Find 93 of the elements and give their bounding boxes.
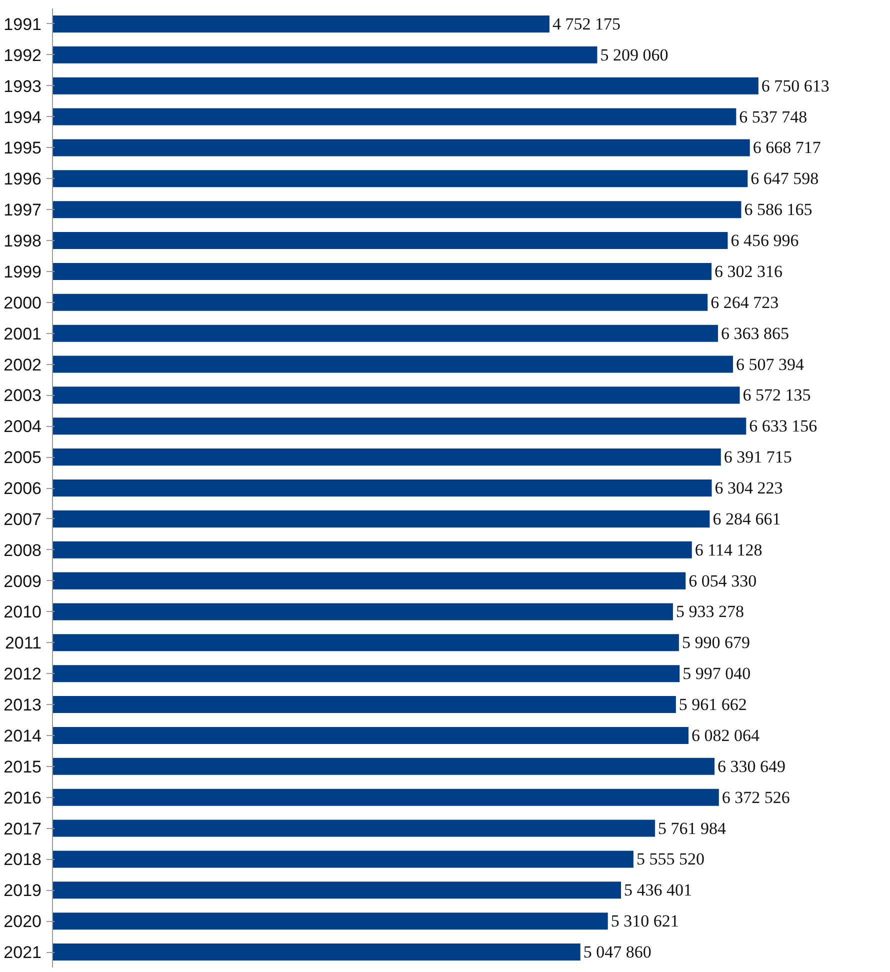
y-tick-label: 2007 bbox=[4, 510, 42, 529]
data-label: 6 330 649 bbox=[718, 756, 786, 776]
y-tick-label: 1998 bbox=[4, 232, 42, 251]
y-tick-label: 2017 bbox=[4, 819, 42, 838]
bar bbox=[52, 634, 679, 652]
bar bbox=[52, 15, 550, 32]
data-label: 6 633 156 bbox=[749, 416, 818, 436]
bar bbox=[52, 820, 656, 837]
bar bbox=[52, 77, 758, 94]
y-tick-label: 1992 bbox=[4, 46, 42, 65]
data-label: 5 047 860 bbox=[583, 942, 652, 962]
bar bbox=[52, 726, 689, 744]
bar bbox=[52, 324, 718, 342]
data-label: 6 302 316 bbox=[714, 262, 783, 281]
bar bbox=[52, 46, 598, 64]
y-tick-label: 2016 bbox=[4, 788, 42, 808]
data-label: 5 990 679 bbox=[682, 633, 750, 652]
data-label: 5 209 060 bbox=[600, 45, 668, 64]
y-tick-label: 2001 bbox=[4, 324, 42, 344]
bar bbox=[52, 696, 676, 714]
y-tick-label: 1997 bbox=[4, 200, 42, 220]
y-tick-label: 2004 bbox=[4, 417, 42, 436]
y-tick-label: 2021 bbox=[4, 943, 42, 962]
data-label: 6 750 613 bbox=[761, 76, 830, 96]
data-label: 5 761 984 bbox=[658, 818, 727, 838]
data-label: 6 284 661 bbox=[712, 509, 781, 528]
bar bbox=[52, 262, 712, 280]
bar bbox=[52, 139, 750, 156]
bar bbox=[52, 448, 721, 466]
data-label: 6 082 064 bbox=[692, 726, 760, 745]
y-tick-label: 2019 bbox=[4, 881, 42, 900]
bar bbox=[52, 788, 719, 806]
y-tick-label: 1995 bbox=[4, 138, 42, 158]
data-label: 6 372 526 bbox=[722, 788, 790, 807]
bar bbox=[52, 603, 673, 620]
y-tick-label: 2014 bbox=[4, 726, 42, 746]
y-tick-label: 2010 bbox=[4, 602, 42, 622]
data-label: 4 752 175 bbox=[552, 14, 620, 34]
data-label: 5 310 621 bbox=[610, 912, 679, 931]
bar bbox=[52, 572, 686, 590]
data-label: 6 054 330 bbox=[688, 571, 757, 590]
y-tick-label: 1991 bbox=[4, 14, 42, 34]
y-tick-label: 2006 bbox=[4, 479, 42, 498]
bar bbox=[52, 108, 736, 126]
bar bbox=[52, 356, 733, 373]
bar bbox=[52, 386, 740, 404]
data-label: 6 668 717 bbox=[752, 138, 822, 158]
y-tick-label: 2005 bbox=[4, 448, 42, 468]
bar bbox=[52, 418, 746, 435]
data-label: 6 363 865 bbox=[720, 324, 789, 343]
bar bbox=[52, 479, 712, 497]
data-label: 5 933 278 bbox=[676, 602, 744, 622]
y-tick-label: 2020 bbox=[4, 912, 42, 932]
bar bbox=[52, 944, 580, 961]
bar bbox=[52, 758, 715, 775]
bar bbox=[52, 541, 692, 558]
data-label: 6 537 748 bbox=[739, 107, 808, 126]
bar bbox=[52, 294, 708, 311]
data-label: 6 572 135 bbox=[742, 386, 811, 405]
y-tick-label: 1999 bbox=[4, 262, 42, 282]
data-label: 6 304 223 bbox=[714, 478, 783, 498]
data-label: 5 961 662 bbox=[678, 695, 747, 714]
data-label: 6 507 394 bbox=[736, 354, 804, 374]
data-label: 6 586 165 bbox=[744, 200, 812, 220]
bar bbox=[52, 201, 742, 218]
data-label: 5 436 401 bbox=[624, 880, 692, 900]
bar bbox=[52, 232, 728, 250]
data-label: 5 997 040 bbox=[682, 664, 751, 684]
y-tick-label: 2011 bbox=[4, 634, 42, 653]
data-label: 6 391 715 bbox=[724, 448, 792, 467]
y-tick-label: 1993 bbox=[4, 76, 42, 96]
y-tick-label: 1994 bbox=[4, 108, 42, 127]
data-label: 6 456 996 bbox=[730, 231, 799, 250]
data-label: 6 264 723 bbox=[710, 292, 779, 312]
y-tick-label: 2008 bbox=[4, 540, 42, 560]
bar bbox=[52, 510, 710, 528]
y-tick-label: 2015 bbox=[4, 757, 42, 776]
y-tick-label: 2013 bbox=[4, 696, 42, 715]
bar bbox=[52, 665, 680, 682]
bar bbox=[52, 882, 621, 899]
data-label: 6 114 128 bbox=[694, 540, 762, 560]
y-tick-label: 2009 bbox=[4, 572, 42, 591]
y-tick-label: 2003 bbox=[4, 386, 42, 406]
y-tick-label: 2012 bbox=[4, 664, 42, 684]
y-tick-label: 1996 bbox=[4, 170, 42, 189]
bar bbox=[52, 912, 608, 930]
y-tick-label: 2018 bbox=[4, 850, 42, 870]
data-label: 5 555 520 bbox=[636, 850, 704, 869]
y-tick-label: 2000 bbox=[4, 293, 42, 312]
bar bbox=[52, 850, 634, 868]
y-tick-label: 2002 bbox=[4, 355, 42, 374]
bar bbox=[52, 170, 748, 188]
data-label: 6 647 598 bbox=[750, 169, 819, 188]
